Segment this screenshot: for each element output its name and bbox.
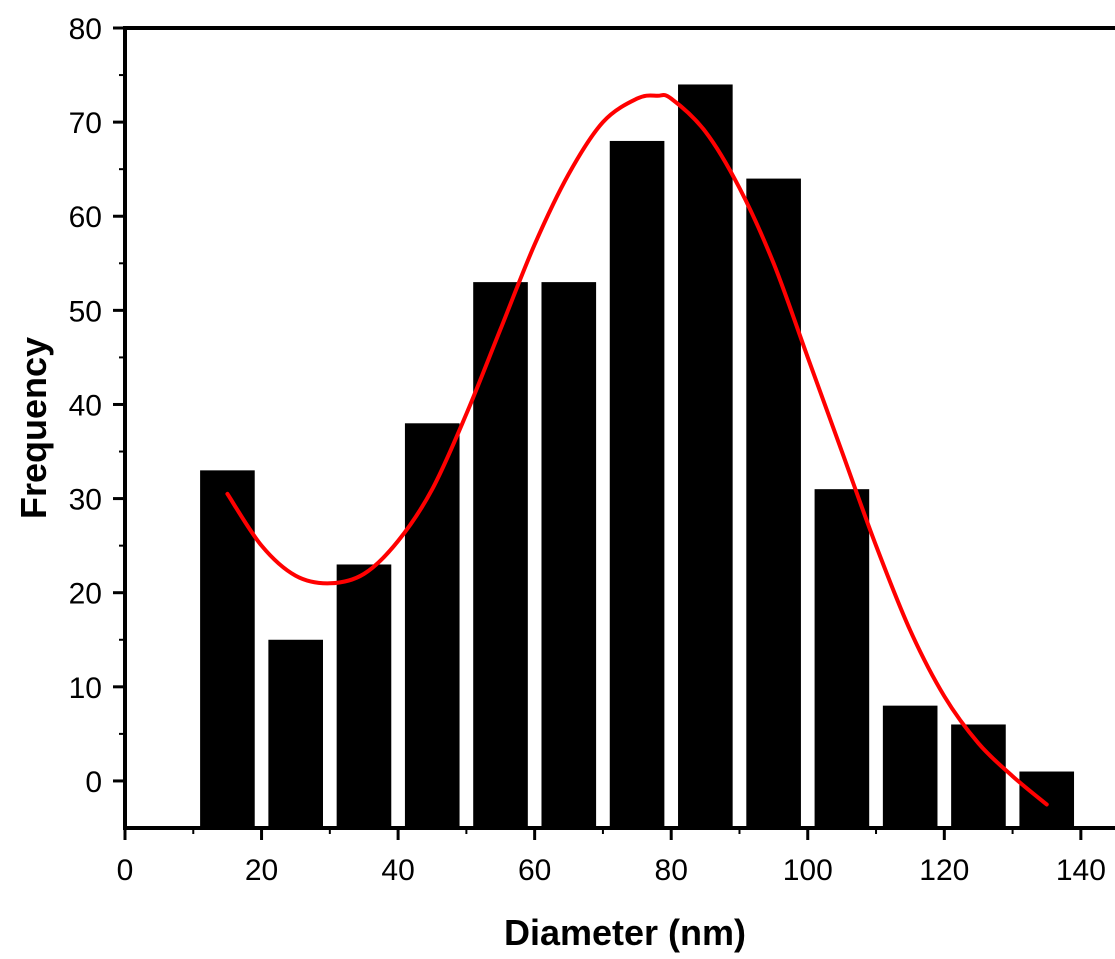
bar-15 xyxy=(200,470,255,828)
fit-curve xyxy=(225,92,1049,807)
bar-115 xyxy=(882,705,938,828)
y-tick-label-60: 60 xyxy=(69,201,102,234)
axes-layer xyxy=(123,26,1115,830)
bars-layer xyxy=(200,84,1075,829)
bar-105 xyxy=(814,489,870,828)
y-tick-label-30: 30 xyxy=(69,484,102,517)
x-tick-label-100: 100 xyxy=(783,854,833,887)
bar-75 xyxy=(609,140,665,829)
y-tick-label-70: 70 xyxy=(69,107,102,140)
y-tick-label-40: 40 xyxy=(69,389,102,422)
bar-95 xyxy=(746,178,801,828)
x-tick-label-0: 0 xyxy=(117,854,134,887)
y-tick-label-20: 20 xyxy=(69,578,102,611)
y-axis-title: Frequency xyxy=(13,337,54,519)
x-tick-label-120: 120 xyxy=(919,854,969,887)
x-tick-label-60: 60 xyxy=(518,854,551,887)
bar-35 xyxy=(336,564,392,828)
bar-65 xyxy=(541,282,597,828)
x-tick-label-140: 140 xyxy=(1056,854,1106,887)
bar-85 xyxy=(678,84,733,829)
bar-25 xyxy=(268,639,323,828)
y-tick-label-80: 80 xyxy=(69,13,102,46)
bar-135 xyxy=(1019,771,1075,828)
x-tick-label-40: 40 xyxy=(381,854,414,887)
y-tick-label-50: 50 xyxy=(69,295,102,328)
ticks-layer: 0 20 40 60 80 100 120 140 0 10 20 30 40 50 60 70 80 xyxy=(69,13,1106,887)
x-tick-label-20: 20 xyxy=(245,854,278,887)
bar-55 xyxy=(473,282,528,828)
y-tick-label-10: 10 xyxy=(69,672,102,705)
x-axis-title: Diameter (nm) xyxy=(504,912,746,953)
bar-45 xyxy=(404,423,460,828)
x-tick-label-80: 80 xyxy=(655,854,688,887)
bar-125 xyxy=(951,724,1006,828)
y-tick-label-0: 0 xyxy=(85,766,102,799)
